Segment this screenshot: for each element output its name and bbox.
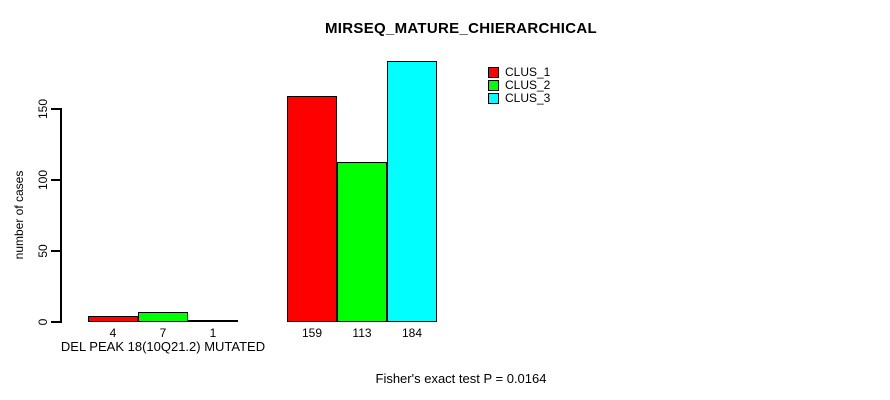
bar-group2-clus_2	[337, 162, 387, 322]
bar-group1-clus_2	[138, 312, 188, 322]
bar-group1-clus_1	[88, 316, 138, 322]
y-tick-mark	[51, 108, 61, 110]
bar-value-label: 1	[209, 326, 217, 340]
y-axis-label: number of cases	[12, 170, 26, 260]
group-axis-label: DEL PEAK 18(10Q21.2) MUTATED	[60, 339, 266, 354]
footnote-pvalue: Fisher's exact test P = 0.0164	[375, 371, 547, 386]
bar-value-label: 7	[159, 326, 167, 340]
legend-item-clus-3: CLUS_3	[488, 92, 550, 105]
bar-value-label: 4	[109, 326, 117, 340]
y-tick-label: 0	[36, 318, 50, 326]
legend-label-clus-1: CLUS_1	[505, 65, 551, 79]
legend-item-clus-1: CLUS_1	[488, 66, 550, 79]
y-tick-label: 100	[36, 169, 50, 191]
legend-label-clus-2: CLUS_2	[505, 78, 551, 92]
bar-value-label: 113	[352, 326, 372, 340]
legend-swatch-clus-1-icon	[488, 67, 499, 78]
chart-title: MIRSEQ_MATURE_CHIERARCHICAL	[325, 20, 597, 37]
y-tick-mark	[51, 250, 61, 252]
legend-swatch-clus-2-icon	[488, 80, 499, 91]
bar-value-label: 184	[401, 326, 423, 340]
legend-item-clus-2: CLUS_2	[488, 79, 550, 92]
y-tick-mark	[51, 179, 61, 181]
legend-swatch-clus-3-icon	[488, 93, 499, 104]
y-tick-label: 150	[36, 98, 50, 120]
legend-label-clus-3: CLUS_3	[505, 91, 551, 105]
bar-value-label: 159	[301, 326, 323, 340]
legend: CLUS_1 CLUS_2 CLUS_3	[488, 66, 550, 105]
y-tick-mark	[51, 321, 61, 323]
y-tick-label: 50	[36, 244, 50, 258]
bar-group2-clus_3	[387, 61, 437, 322]
bar-group1-clus_3	[188, 320, 238, 322]
y-axis-line	[60, 108, 62, 323]
bar-group2-clus_1	[287, 96, 337, 322]
